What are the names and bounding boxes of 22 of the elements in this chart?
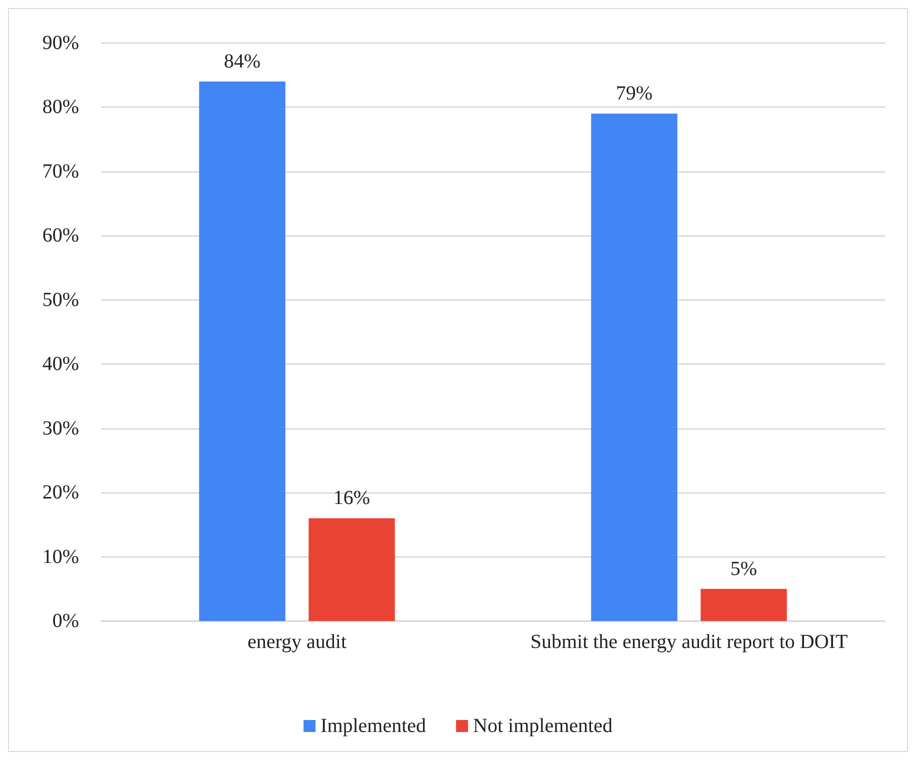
y-tick-label: 50% (42, 288, 79, 311)
x-tick-label: energy audit (247, 631, 347, 653)
data-label: 16% (333, 487, 370, 510)
y-tick-label: 80% (42, 96, 79, 118)
y-tick-label: 40% (42, 353, 79, 376)
legend-label: Implemented (320, 715, 426, 737)
bar (591, 114, 678, 621)
bar (199, 82, 286, 621)
y-tick-label: 60% (42, 224, 79, 247)
bar (308, 518, 395, 621)
data-label: 5% (730, 558, 758, 580)
legend-label: Not implemented (473, 715, 612, 737)
y-tick-label: 20% (42, 482, 79, 504)
bar (700, 588, 787, 621)
x-tick-label: Submit the energy audit report to DOIT (530, 631, 848, 653)
y-tick-label: 30% (42, 417, 79, 440)
y-tick-label: 70% (42, 160, 79, 182)
y-tick-label: 0% (52, 610, 79, 632)
y-tick-label: 10% (42, 546, 79, 568)
data-label: 79% (616, 82, 653, 105)
data-label: 84% (224, 50, 261, 73)
y-tick-label: 90% (42, 32, 79, 54)
